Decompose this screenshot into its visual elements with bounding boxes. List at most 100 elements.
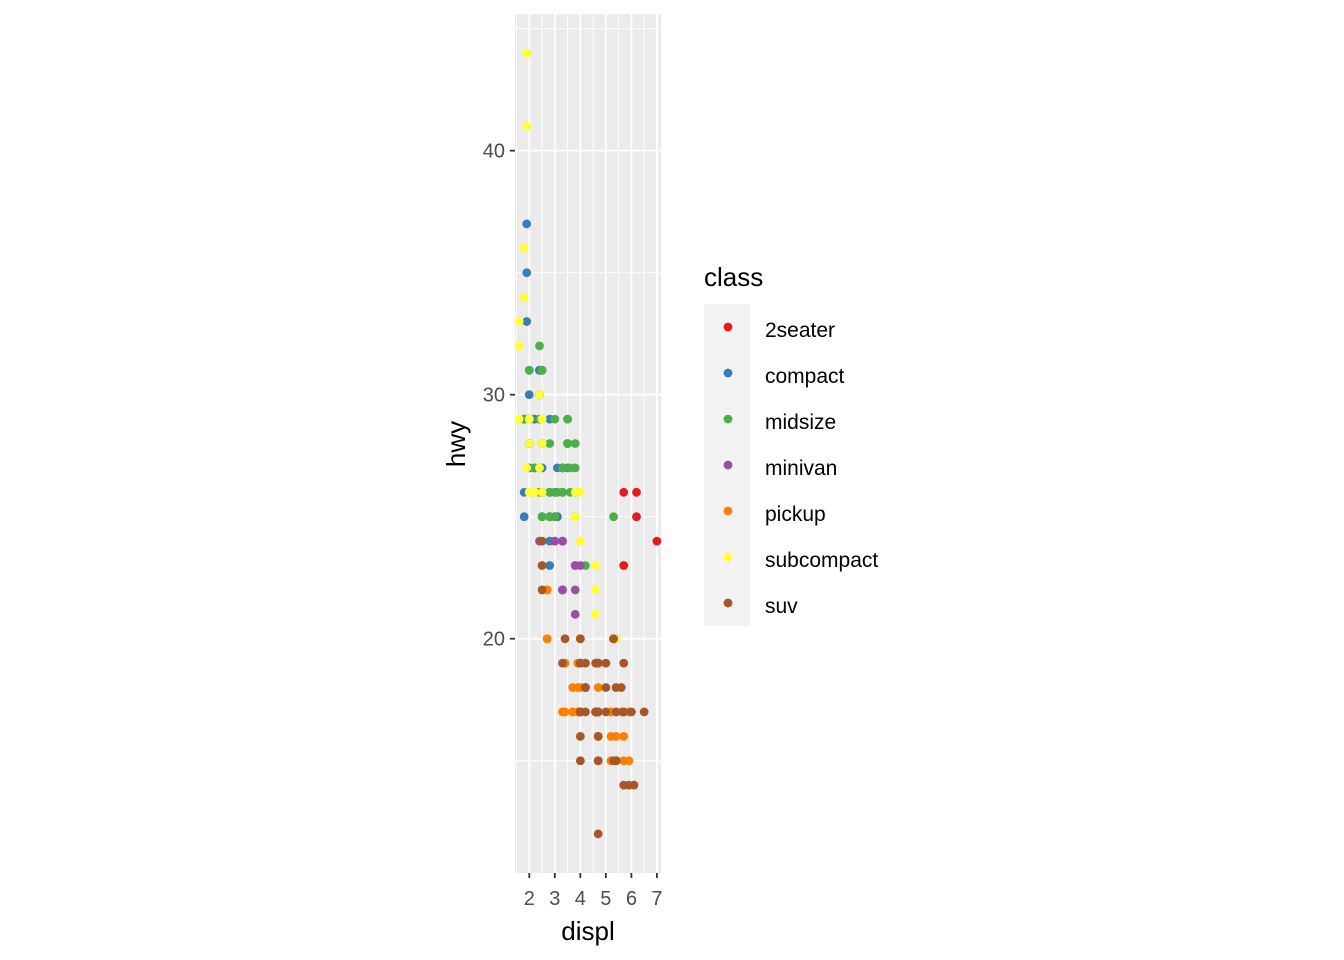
data-points xyxy=(514,48,662,839)
data-point-suv xyxy=(619,707,629,717)
data-point-suv xyxy=(537,536,547,546)
data-point-pickup xyxy=(568,683,578,692)
x-tick-label: 4 xyxy=(575,888,586,910)
data-point-compact xyxy=(519,512,529,522)
data-point-suv xyxy=(537,561,547,570)
data-point-minivan xyxy=(570,609,580,619)
y-tick-label: 30 xyxy=(483,385,505,407)
data-point-suv xyxy=(581,683,590,692)
legend-items: 2seater compact midsize minivan pickup subcom… xyxy=(723,319,878,618)
legend-key-suv xyxy=(723,598,733,608)
x-tick-label: 2 xyxy=(524,888,535,910)
data-point-suv xyxy=(537,585,547,595)
legend-key-subcompact xyxy=(723,552,733,562)
legend-label-suv: suv xyxy=(765,595,798,618)
data-point-subcompact xyxy=(519,243,529,253)
data-point-subcompact xyxy=(522,48,532,58)
data-point-2seater xyxy=(652,536,662,546)
data-point-pickup xyxy=(558,707,567,717)
data-point-suv xyxy=(619,658,629,668)
data-point-pickup xyxy=(619,731,629,741)
data-point-subcompact xyxy=(537,414,547,424)
data-point-midsize xyxy=(550,512,560,522)
data-point-subcompact xyxy=(524,414,534,424)
legend-key-minivan xyxy=(723,460,733,470)
data-point-suv xyxy=(611,707,621,717)
data-point-suv xyxy=(575,658,585,668)
data-point-suv xyxy=(593,829,603,839)
data-point-midsize xyxy=(545,439,555,448)
data-point-suv xyxy=(609,634,618,644)
data-point-subcompact xyxy=(524,439,534,448)
data-point-2seater xyxy=(619,487,629,497)
data-point-midsize xyxy=(570,439,580,448)
data-point-suv xyxy=(560,634,570,644)
data-point-suv xyxy=(639,707,649,717)
y-axis: 20 30 40 xyxy=(483,141,515,651)
legend-label-midsize: midsize xyxy=(765,411,836,434)
data-point-midsize xyxy=(558,487,567,497)
data-point-subcompact xyxy=(535,390,544,400)
data-point-minivan xyxy=(570,585,580,595)
legend-label-minivan: minivan xyxy=(765,457,837,480)
data-point-subcompact xyxy=(514,414,524,424)
legend-label-subcompact: subcompact xyxy=(765,549,878,572)
data-point-suv xyxy=(593,756,603,766)
x-axis-title: displ xyxy=(561,916,614,946)
data-point-subcompact xyxy=(591,609,601,619)
data-point-2seater xyxy=(619,561,629,570)
data-point-minivan xyxy=(558,585,567,595)
legend-label-compact: compact xyxy=(765,365,845,388)
data-point-suv xyxy=(629,780,639,790)
y-tick-label: 40 xyxy=(483,141,505,163)
data-point-midsize xyxy=(563,414,572,424)
legend-title: class xyxy=(704,262,763,292)
data-point-subcompact xyxy=(522,463,532,473)
data-point-subcompact xyxy=(535,463,544,473)
data-point-subcompact xyxy=(575,536,585,546)
data-point-subcompact xyxy=(530,487,539,497)
data-point-minivan xyxy=(575,561,585,570)
data-point-midsize xyxy=(537,365,547,375)
legend: class 2seater compact midsize minivan pickup… xyxy=(704,262,878,626)
x-tick-label: 5 xyxy=(600,888,611,910)
data-point-pickup xyxy=(624,756,634,766)
data-point-subcompact xyxy=(522,121,532,131)
data-point-suv xyxy=(558,658,567,668)
data-point-midsize xyxy=(545,487,555,497)
legend-label-2seater: 2seater xyxy=(765,319,835,342)
data-point-midsize xyxy=(558,463,567,473)
data-point-suv xyxy=(581,707,590,717)
data-point-subcompact xyxy=(537,487,547,497)
data-point-subcompact xyxy=(591,585,601,595)
panel-background xyxy=(515,14,661,873)
data-point-minivan xyxy=(550,536,560,546)
data-point-suv xyxy=(616,683,626,692)
data-point-2seater xyxy=(632,512,641,522)
data-point-suv xyxy=(601,658,611,668)
major-gridlines xyxy=(515,14,661,873)
data-point-pickup xyxy=(542,634,552,644)
data-point-subcompact xyxy=(514,317,524,326)
data-point-suv xyxy=(575,634,585,644)
legend-key-midsize xyxy=(723,414,733,424)
data-point-subcompact xyxy=(570,512,580,522)
legend-key-compact xyxy=(723,368,733,378)
data-point-suv xyxy=(611,756,621,766)
data-point-subcompact xyxy=(537,439,547,448)
data-point-suv xyxy=(593,707,603,717)
data-point-subcompact xyxy=(514,341,524,351)
data-point-compact xyxy=(545,561,555,570)
data-point-midsize xyxy=(609,512,618,522)
legend-label-pickup: pickup xyxy=(765,503,826,526)
data-point-subcompact xyxy=(591,561,601,570)
data-point-midsize xyxy=(563,439,572,448)
legend-key-2seater xyxy=(723,322,733,332)
data-point-suv xyxy=(575,731,585,741)
data-point-subcompact xyxy=(575,487,585,497)
data-point-minivan xyxy=(558,536,567,546)
data-point-suv xyxy=(601,707,611,717)
y-axis-title: hwy xyxy=(441,421,471,467)
data-point-suv xyxy=(591,658,601,668)
data-point-midsize xyxy=(565,463,575,473)
